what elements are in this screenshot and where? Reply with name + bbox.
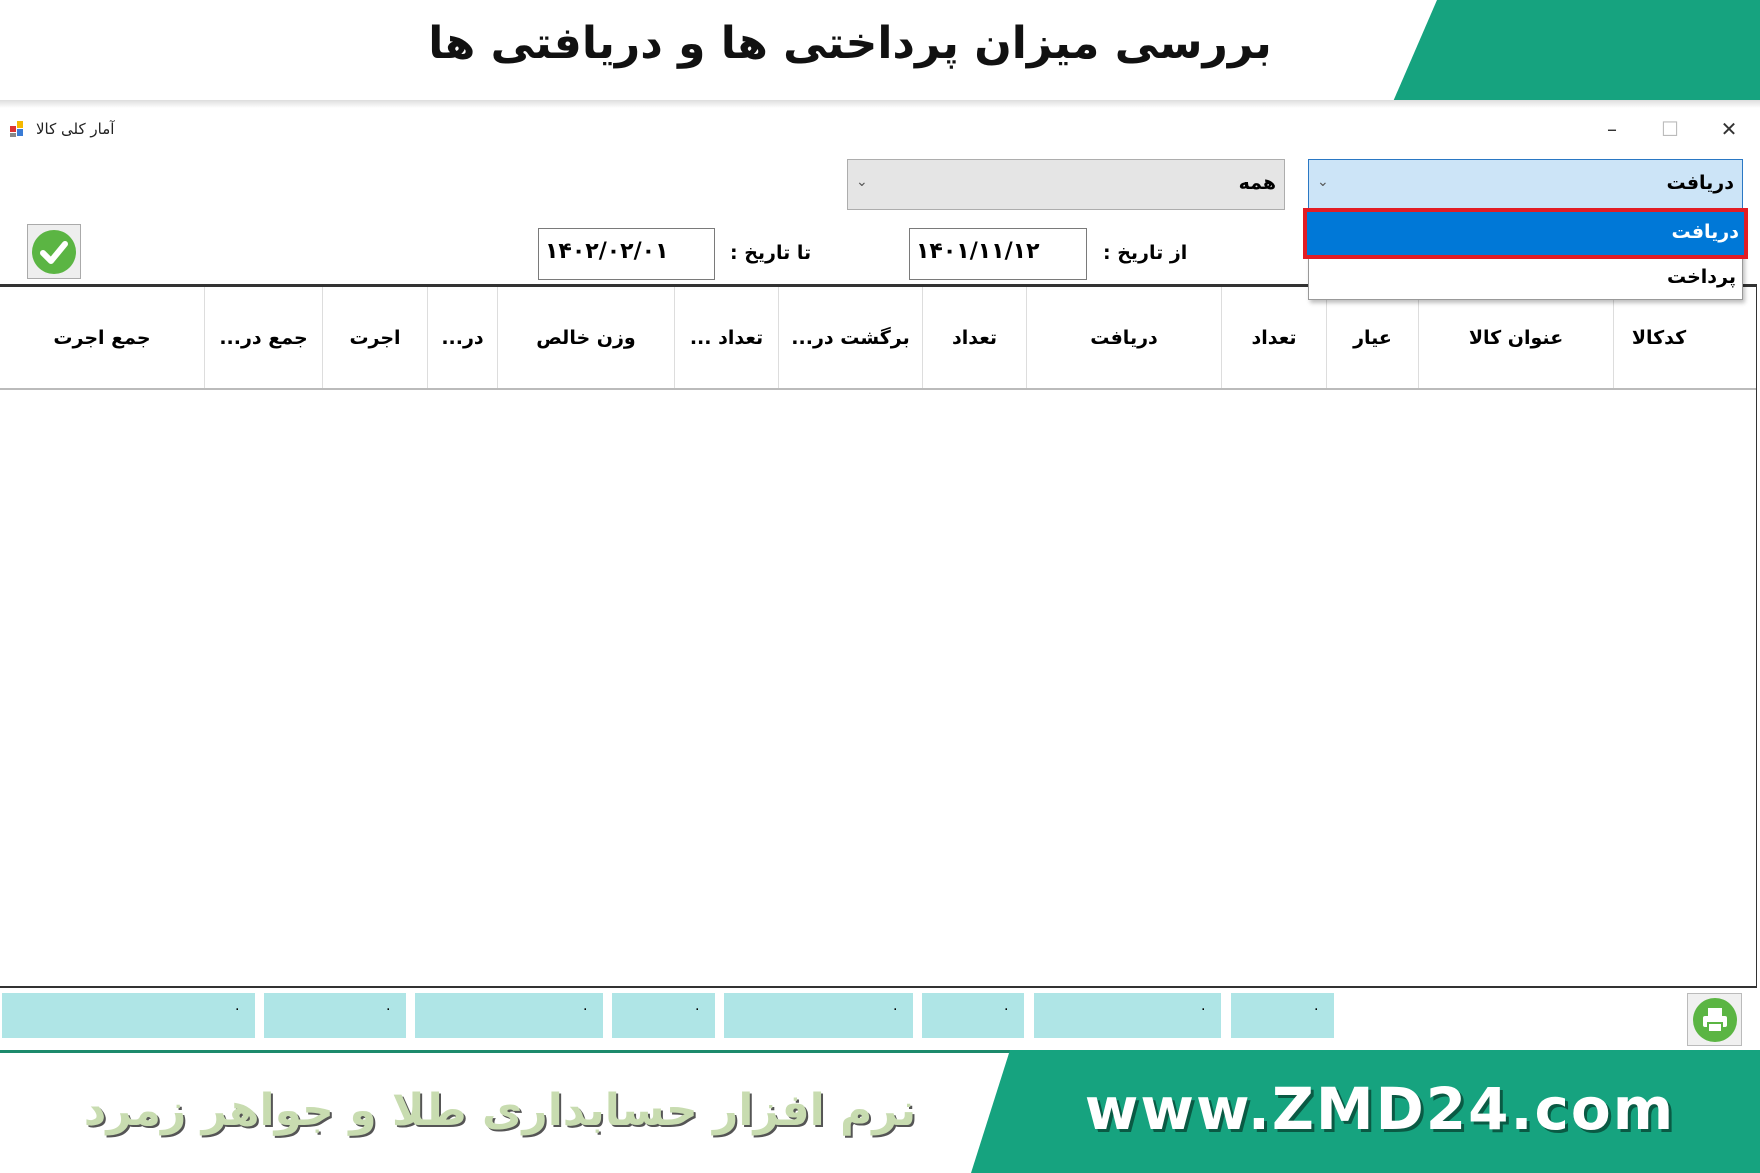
column-header[interactable]: برگشت در... bbox=[778, 287, 922, 388]
banner-green-shape bbox=[1392, 0, 1760, 104]
total-field: ۰ bbox=[1034, 993, 1221, 1038]
column-header[interactable]: جمع در... bbox=[204, 287, 322, 388]
column-header[interactable]: دریافت bbox=[1026, 287, 1221, 388]
check-icon bbox=[32, 229, 76, 274]
chevron-down-icon: ⌄ bbox=[1317, 174, 1329, 190]
scope-combo[interactable]: همه ⌄ bbox=[847, 159, 1285, 210]
type-combo-value: دریافت bbox=[1666, 172, 1734, 194]
column-header[interactable]: تعداد ... bbox=[674, 287, 778, 388]
column-header[interactable]: تعداد bbox=[1221, 287, 1326, 388]
close-button[interactable]: ✕ bbox=[1720, 117, 1738, 141]
column-header[interactable]: اجرت bbox=[322, 287, 427, 388]
column-header[interactable]: وزن خالص bbox=[497, 287, 674, 388]
printer-icon bbox=[1692, 997, 1737, 1042]
total-field: ۰ bbox=[264, 993, 406, 1038]
footer-green-shape bbox=[971, 1050, 1760, 1173]
scope-combo-value: همه bbox=[1238, 172, 1276, 194]
footer-url: www.ZMD24.com bbox=[1084, 1075, 1676, 1143]
column-header[interactable]: تعداد bbox=[922, 287, 1026, 388]
maximize-button[interactable]: ☐ bbox=[1661, 117, 1679, 141]
type-combo[interactable]: دریافت ⌄ bbox=[1308, 159, 1743, 210]
grid-header: کدکالا عنوان کالا عیار تعداد دریافت تعدا… bbox=[0, 287, 1756, 390]
dropdown-option-payment[interactable]: پرداخت bbox=[1666, 266, 1736, 288]
column-header[interactable]: عیار bbox=[1326, 287, 1418, 388]
from-date-label: از تاریخ : bbox=[1103, 242, 1188, 264]
footer-tagline: نرم افزار حسابداری طلا و جواهر زمرد bbox=[83, 1085, 917, 1136]
total-field: ۰ bbox=[2, 993, 255, 1038]
app-icon bbox=[10, 121, 23, 137]
column-header[interactable]: جمع اجرت bbox=[53, 326, 151, 349]
from-date-input[interactable]: ۱۴۰۱/۱۱/۱۲ bbox=[909, 228, 1087, 280]
total-field: ۰ bbox=[724, 993, 913, 1038]
divider bbox=[0, 100, 1760, 108]
chevron-down-icon: ⌄ bbox=[856, 174, 868, 190]
to-date-input[interactable]: ۱۴۰۲/۰۲/۰۱ bbox=[538, 228, 715, 280]
minimize-button[interactable]: – bbox=[1607, 117, 1617, 141]
print-button[interactable] bbox=[1687, 993, 1742, 1046]
to-date-label: تا تاریخ : bbox=[730, 242, 812, 264]
column-header[interactable]: در... bbox=[427, 287, 497, 388]
dropdown-option-receive[interactable]: دریافت bbox=[1303, 208, 1748, 259]
data-grid[interactable]: کدکالا عنوان کالا عیار تعداد دریافت تعدا… bbox=[0, 284, 1757, 988]
total-field: ۰ bbox=[612, 993, 715, 1038]
column-header[interactable]: عنوان کالا bbox=[1418, 287, 1613, 388]
window-title: آمار کلی کالا bbox=[36, 120, 115, 138]
column-header[interactable]: کدکالا bbox=[1613, 287, 1704, 388]
banner-title: بررسی میزان پرداختی ها و دریافتی ها bbox=[428, 18, 1272, 69]
total-field: ۰ bbox=[1231, 993, 1334, 1038]
type-dropdown-list: دریافت پرداخت bbox=[1303, 208, 1748, 300]
apply-button[interactable] bbox=[27, 224, 81, 279]
total-field: ۰ bbox=[922, 993, 1024, 1038]
total-field: ۰ bbox=[415, 993, 603, 1038]
